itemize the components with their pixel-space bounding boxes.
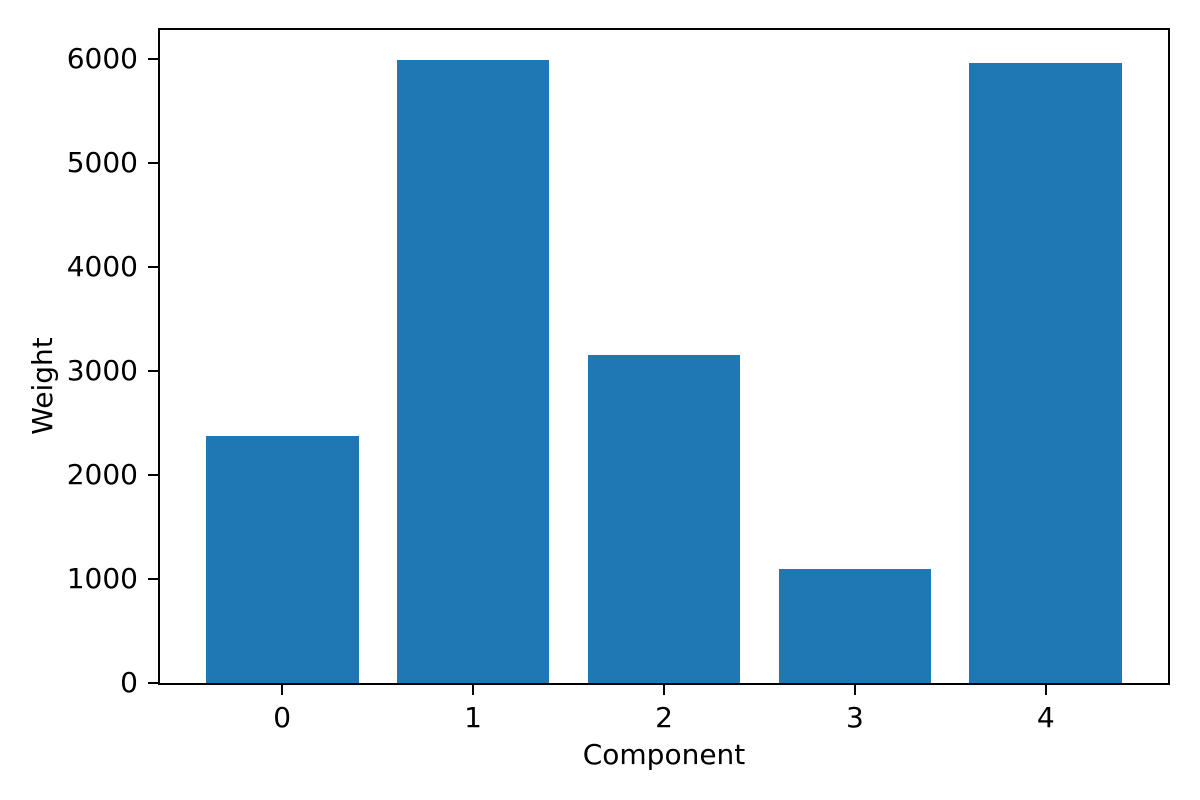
bar-component-1: [396, 60, 550, 683]
x-tick-mark: [1044, 685, 1047, 695]
y-tick-label: 3000: [66, 354, 138, 388]
x-axis-label: Component: [582, 738, 746, 771]
x-tick-label: 3: [845, 701, 864, 734]
x-tick-mark: [663, 685, 665, 695]
bar-component-4: [969, 63, 1123, 683]
y-tick-mark: [148, 682, 158, 684]
x-tick-label: 0: [273, 701, 292, 734]
y-tick-mark: [148, 474, 158, 477]
y-tick-label: 4000: [66, 250, 138, 284]
plot-inner: 0 1000 2000 3000 4000 5000 6000 0 1 2 3 4 Componen…: [26, 30, 1168, 770]
bar-component-0: [205, 436, 359, 683]
y-tick-label: 1000: [66, 562, 138, 596]
x-tick-label: 2: [655, 701, 673, 734]
y-tick-mark: [148, 266, 158, 269]
bar-component-2: [587, 355, 741, 683]
y-tick-label: 5000: [66, 146, 138, 180]
bar-component-3: [778, 569, 932, 683]
plot-area: 0 1000 2000 3000 4000 5000 6000 0 1 2 3 4 Componen…: [26, 28, 1170, 770]
y-tick-label: 2000: [66, 458, 138, 492]
x-tick-mark: [281, 685, 284, 695]
y-axis-label: Weight: [26, 337, 59, 435]
y-tick-mark: [148, 162, 158, 165]
y-tick-mark: [148, 370, 158, 373]
x-tick-mark: [472, 685, 475, 695]
x-tick-label: 1: [464, 701, 482, 734]
x-tick-mark: [853, 685, 856, 695]
y-tick-mark: [148, 58, 158, 61]
y-tick-label: 0: [120, 666, 138, 699]
y-tick-mark: [148, 578, 158, 581]
x-tick-label: 4: [1036, 701, 1055, 734]
y-tick-label: 6000: [66, 42, 138, 76]
